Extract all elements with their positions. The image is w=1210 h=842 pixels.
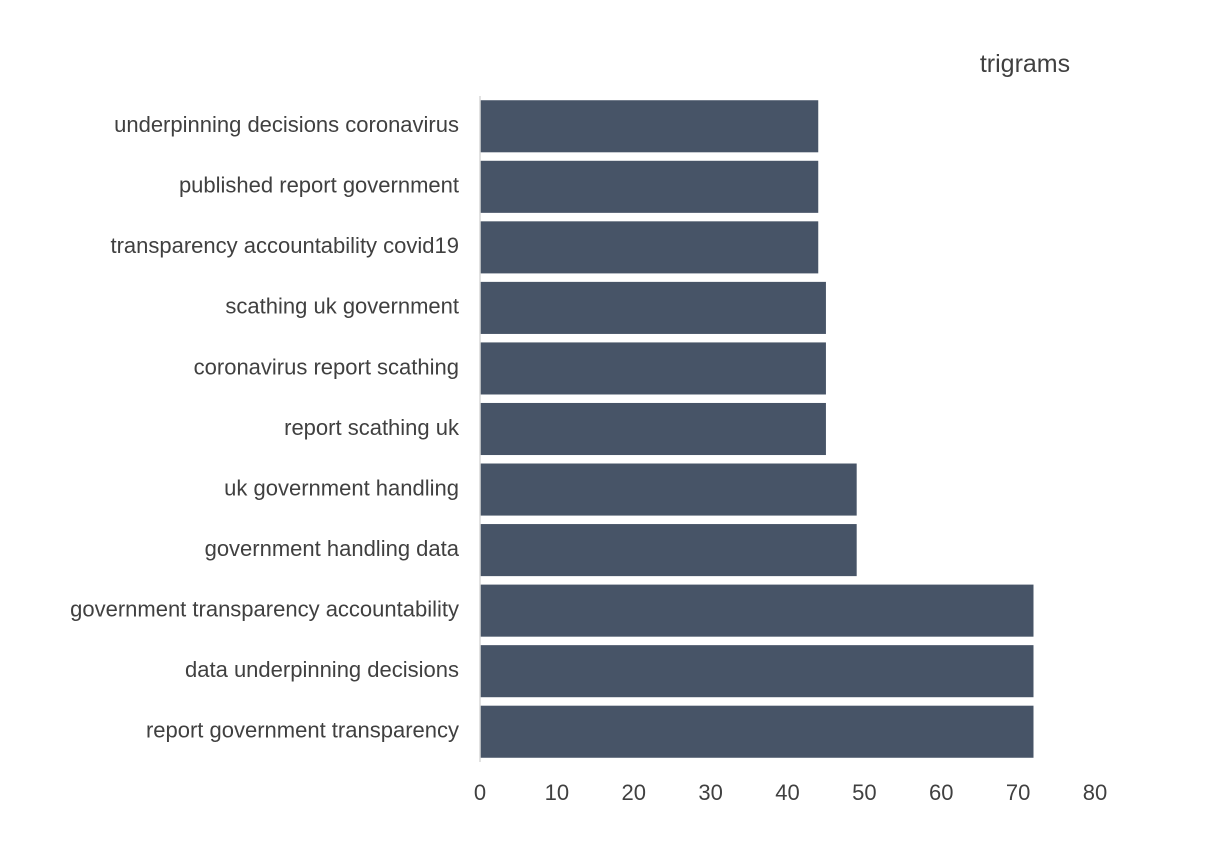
bar-11 — [480, 705, 1034, 758]
bar-4 — [480, 281, 826, 334]
category-label: published report government — [179, 173, 459, 198]
x-tick-label: 40 — [775, 780, 799, 805]
x-tick-label: 60 — [929, 780, 953, 805]
x-tick-label: 0 — [474, 780, 486, 805]
category-labels-group: underpinning decisions coronavirus publis… — [70, 112, 460, 742]
category-label: underpinning decisions coronavirus — [114, 112, 459, 137]
x-tick-label: 70 — [1006, 780, 1030, 805]
category-label: transparency accountability covid19 — [110, 233, 459, 258]
category-label: coronavirus report scathing — [194, 354, 459, 379]
bar-9 — [480, 584, 1034, 637]
x-tick-label: 20 — [622, 780, 646, 805]
bar-10 — [480, 645, 1034, 698]
bar-3 — [480, 221, 819, 274]
category-label: uk government handling — [224, 475, 459, 500]
category-label: report government transparency — [146, 718, 459, 743]
x-tick-labels-group: 0 10 20 30 40 50 60 70 80 — [474, 780, 1107, 805]
category-label: report scathing uk — [284, 415, 460, 440]
bar-2 — [480, 160, 819, 213]
bar-8 — [480, 524, 857, 577]
category-label: scathing uk government — [225, 294, 459, 319]
x-tick-label: 80 — [1083, 780, 1107, 805]
x-tick-label: 10 — [545, 780, 569, 805]
category-label: government transparency accountability — [70, 596, 459, 621]
bar-7 — [480, 463, 857, 516]
x-tick-label: 30 — [698, 780, 722, 805]
bars-group — [480, 100, 1034, 758]
chart-title: trigrams — [980, 50, 1070, 78]
category-label: government handling data — [205, 536, 460, 561]
category-label: data underpinning decisions — [185, 657, 459, 682]
bar-1 — [480, 100, 819, 153]
bar-6 — [480, 402, 826, 456]
x-tick-label: 50 — [852, 780, 876, 805]
bar-5 — [480, 342, 826, 395]
